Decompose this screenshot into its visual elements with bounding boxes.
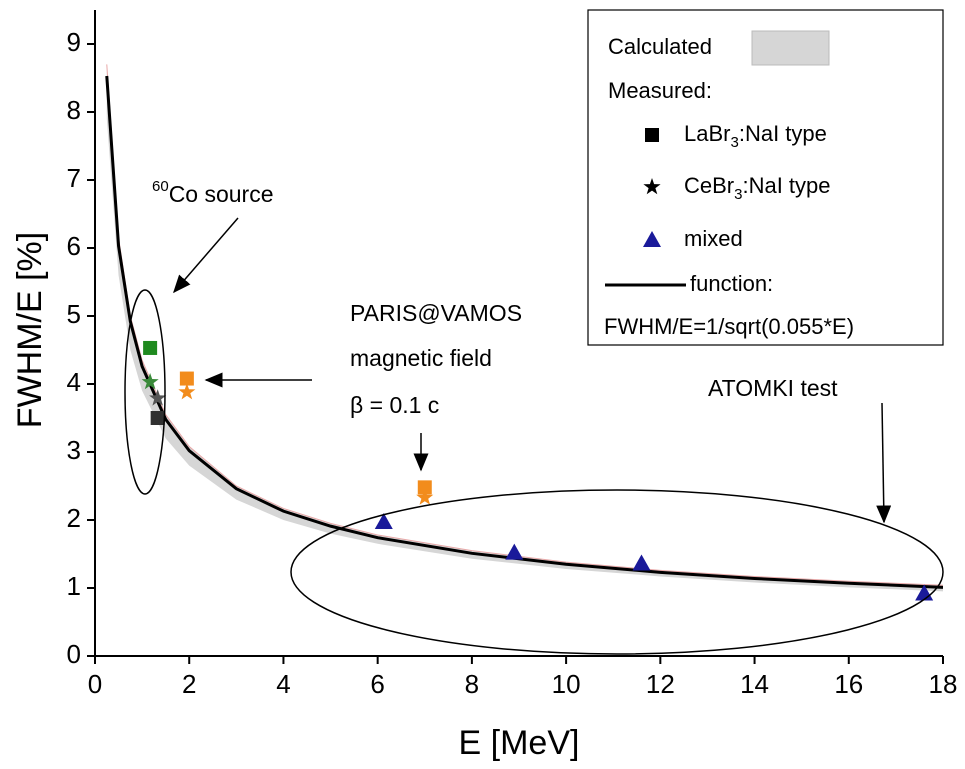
star-marker (416, 488, 434, 505)
legend-label: FWHM/E=1/sqrt(0.055*E) (604, 314, 854, 339)
annotation: 60Co source (152, 178, 274, 207)
y-tick-label: 3 (67, 435, 81, 465)
legend-label: CeBr3:NaI type (684, 173, 831, 204)
y-tick-label: 7 (67, 163, 81, 193)
function-line (105, 75, 943, 589)
y-tick-label: 5 (67, 299, 81, 329)
annotation: β = 0.1 c (350, 392, 439, 418)
triangle-marker (643, 231, 661, 247)
x-tick-label: 18 (929, 669, 958, 699)
x-tick-label: 4 (276, 669, 290, 699)
x-axis-title: E [MeV] (459, 724, 580, 762)
plot-inner (105, 64, 943, 592)
square-marker (150, 411, 165, 425)
x-tick-label: 8 (465, 669, 479, 699)
square-marker (179, 371, 194, 386)
square-marker (143, 340, 158, 355)
star-marker (149, 389, 167, 406)
star-marker (643, 178, 661, 195)
legend-box (587, 9, 944, 346)
legend-label: LaBr3:NaI type (684, 121, 827, 152)
x-tick-label: 16 (834, 669, 863, 699)
legend-subtitle: Measured: (608, 78, 712, 103)
star-marker (141, 373, 159, 390)
y-tick-label: 2 (67, 503, 81, 533)
square-marker (645, 128, 659, 142)
y-tick-label: 6 (67, 231, 81, 261)
y-tick-label: 8 (67, 95, 81, 125)
y-tick-label: 9 (67, 27, 81, 57)
legend-label: mixed (684, 226, 743, 251)
x-tick-label: 2 (182, 669, 196, 699)
legend-label: function: (690, 271, 773, 296)
y-axis-title: FWHM/E [%] (11, 232, 49, 428)
star-marker (178, 383, 196, 400)
y-tick-label: 1 (67, 571, 81, 601)
arrow (173, 217, 239, 294)
triangle-marker (374, 513, 393, 530)
triangle-marker (632, 554, 651, 571)
y-tick-label: 0 (67, 639, 81, 669)
legend-label: Calculated (608, 34, 712, 59)
x-tick-label: 10 (552, 669, 581, 699)
x-tick-label: 6 (370, 669, 384, 699)
square-marker (417, 480, 432, 495)
triangle-marker (505, 543, 524, 560)
legend-swatch (751, 30, 830, 66)
x-tick-label: 14 (740, 669, 769, 699)
x-tick-label: 0 (88, 669, 102, 699)
ellipse (124, 289, 166, 495)
x-tick-label: 12 (646, 669, 675, 699)
ellipse (290, 489, 944, 655)
legend: Calculated Measured: LaBr3:NaI type CeBr3:N… (587, 9, 944, 346)
annotation: PARIS@VAMOS (350, 300, 522, 326)
arrow (876, 402, 892, 524)
y-tick-label: 4 (67, 367, 81, 397)
annotation: magnetic field (350, 345, 492, 371)
annotation: ATOMKI test (708, 375, 838, 401)
